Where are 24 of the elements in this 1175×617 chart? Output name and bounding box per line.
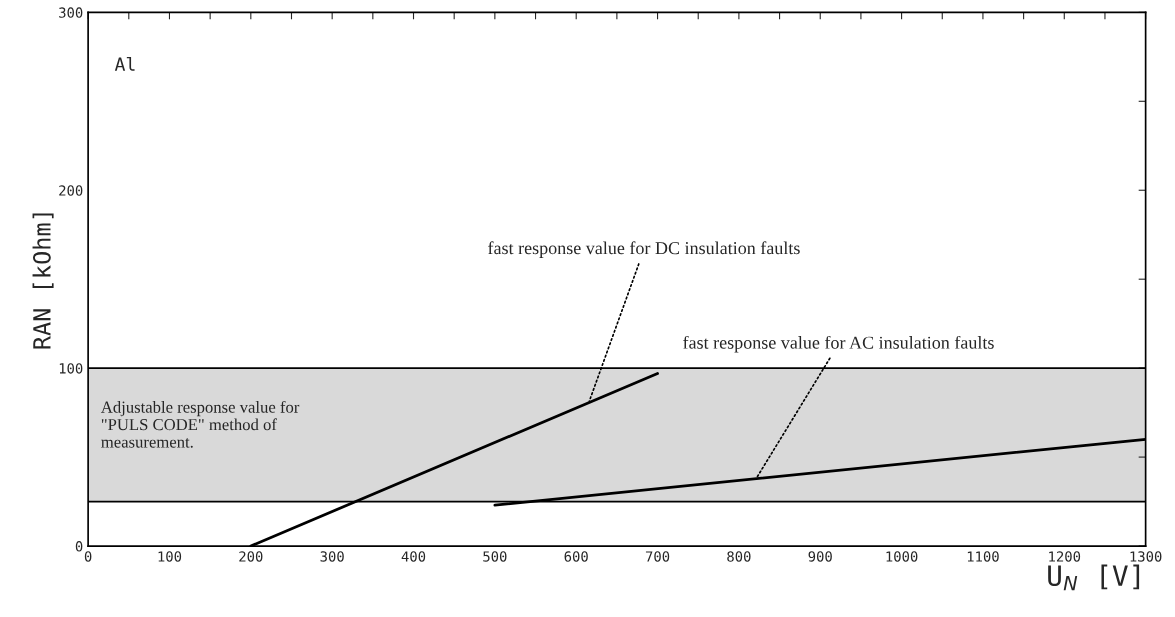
- x-tick-label: 200: [239, 551, 263, 562]
- annotation: Adjustable response value for "PULS CODE" method of measurement.: [100, 400, 300, 448]
- x-tick-label: 1000: [886, 551, 918, 562]
- annotation: fast response value for DC insulation faults: [488, 241, 800, 258]
- x-tick-label: 700: [645, 551, 670, 562]
- x-tick-label: 1200: [1049, 551, 1081, 562]
- y-tick-label: 300: [59, 7, 83, 18]
- y-tick-label: 200: [59, 185, 83, 196]
- text: U$_{N}$ [V]: [1048, 564, 1140, 591]
- y-axis-title: RAN [kOhm]: [32, 213, 54, 349]
- y-tick-label: 0: [75, 541, 83, 552]
- x-tick-label: 1300: [1130, 551, 1162, 562]
- x-tick-label: 300: [320, 551, 344, 562]
- x-tick-label: 100: [158, 551, 182, 562]
- x-tick-label: 0: [84, 551, 92, 562]
- y-tick-label: 100: [59, 363, 83, 374]
- x-tick-label: 600: [564, 551, 588, 562]
- x-tick-label: 400: [401, 551, 426, 562]
- annotation: Al: [114, 56, 135, 71]
- x-tick-label: 800: [727, 551, 751, 562]
- x-tick-label: 1100: [967, 551, 999, 562]
- annotation: fast response value for AC insulation faults: [683, 335, 994, 353]
- x-tick-label: 500: [483, 551, 507, 562]
- x-tick-label: 900: [808, 551, 832, 562]
